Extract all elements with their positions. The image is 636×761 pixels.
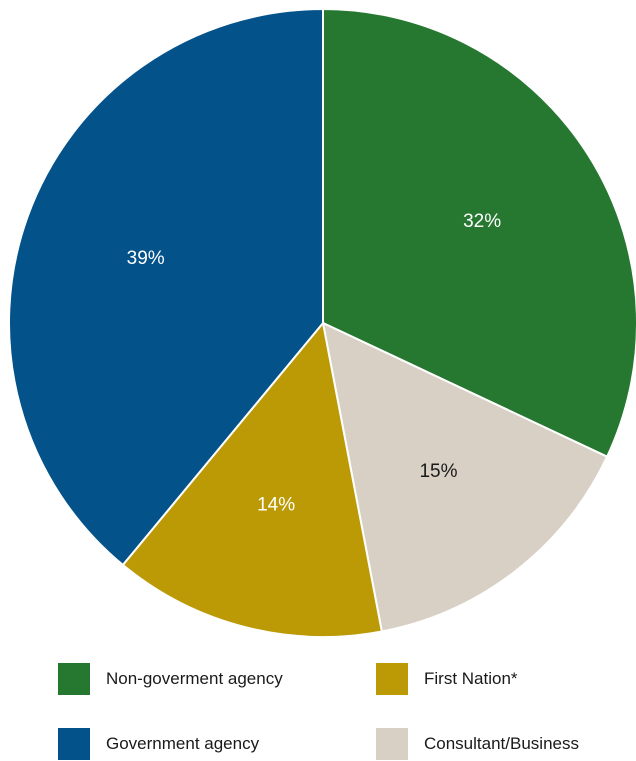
pie-label-government-agency: 39% xyxy=(127,248,165,269)
legend-item-first-nation: First Nation* xyxy=(376,663,518,695)
legend-label-consultant-business: Consultant/Business xyxy=(424,734,579,753)
legend-label-government-agency: Government agency xyxy=(106,734,260,753)
pie-slice-first-nation xyxy=(121,320,384,638)
legend-swatch-consultant-business xyxy=(376,728,408,760)
legend-swatch-first-nation xyxy=(376,663,408,695)
legend-item-consultant-business: Consultant/Business xyxy=(376,728,579,760)
pie-label-first-nation: 14% xyxy=(257,495,295,516)
legend-swatch-government-agency xyxy=(58,728,90,760)
legend-item-government-agency: Government agency xyxy=(58,728,259,760)
legend-label-first-nation: First Nation* xyxy=(424,669,518,688)
pie-slice-government-agency xyxy=(8,7,324,567)
pie-label-consultant-business: 15% xyxy=(419,461,457,482)
pie-slice-consultant-business xyxy=(321,321,609,633)
pie-slice-non-government-agency xyxy=(322,7,636,459)
legend-item-non-government-agency: Non-goverment agency xyxy=(58,663,283,695)
legend-swatch-non-government-agency xyxy=(58,663,90,695)
legend-label-non-government-agency: Non-goverment agency xyxy=(106,669,283,688)
legend: Non-goverment agency First Nation* Gover… xyxy=(0,640,636,761)
pie-chart: 32% 15% 14% 39% xyxy=(8,7,636,638)
pie-label-non-government-agency: 32% xyxy=(463,211,501,232)
